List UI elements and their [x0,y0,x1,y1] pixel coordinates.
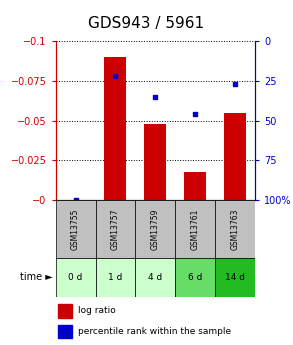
Text: GSM13763: GSM13763 [231,208,239,250]
Text: 0 d: 0 d [68,273,83,282]
Text: GSM13757: GSM13757 [111,208,120,250]
Text: GSM13759: GSM13759 [151,208,160,250]
Bar [96,258,135,297]
Bar [215,258,255,297]
Point [153,94,158,100]
Bar [215,200,255,258]
Bar [58,304,71,317]
Bar [175,200,215,258]
Bar [58,325,71,338]
Text: time ►: time ► [20,273,53,282]
Bar [135,200,175,258]
Bar [135,258,175,297]
Bar [184,171,206,200]
Bar [105,57,126,200]
Bar [144,124,166,200]
Text: GSM13755: GSM13755 [71,208,80,250]
Bar [56,200,96,258]
Text: GSM13761: GSM13761 [191,208,200,250]
Bar [56,258,96,297]
Bar [96,200,135,258]
Text: percentile rank within the sample: percentile rank within the sample [78,327,231,336]
Point [233,81,237,87]
Point [113,73,118,79]
Point [73,197,78,203]
Text: 1 d: 1 d [108,273,123,282]
Text: 6 d: 6 d [188,273,202,282]
Text: GDS943 / 5961: GDS943 / 5961 [88,16,205,30]
Point [193,112,197,117]
Text: log ratio: log ratio [78,306,115,315]
Bar [224,113,246,200]
Bar [175,258,215,297]
Text: 14 d: 14 d [225,273,245,282]
Text: 4 d: 4 d [148,273,162,282]
